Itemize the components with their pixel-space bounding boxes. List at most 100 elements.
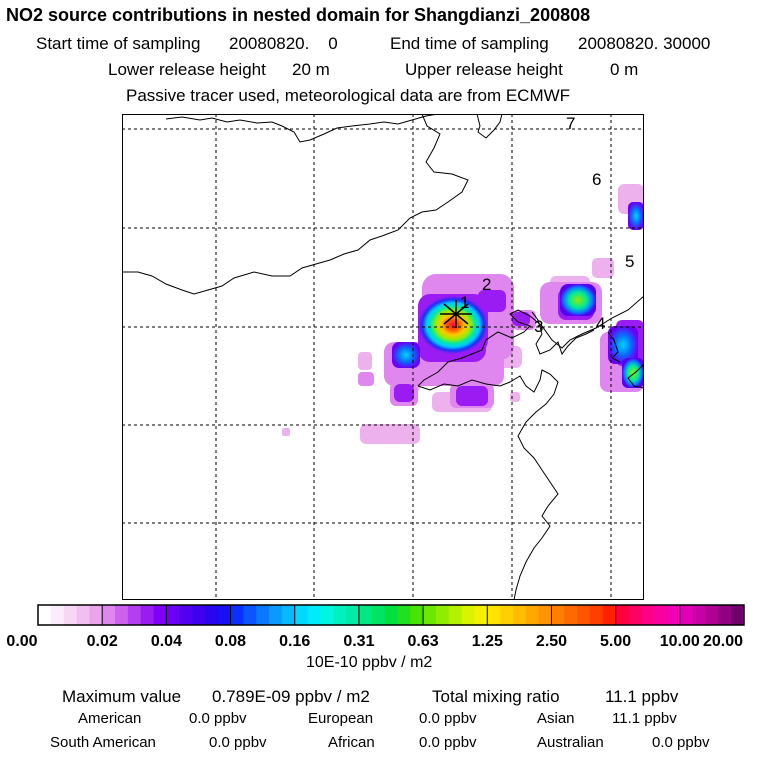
colorbar-cell	[423, 605, 437, 625]
region-label-7: 7	[566, 114, 575, 133]
colorbar-tick-label: 0.02	[87, 633, 118, 650]
lower-height-value: 20 m	[292, 60, 330, 79]
colorbar-ticks: 0.00 0.02 0.04 0.08 0.16 0.31 0.63 1.25 2.50 5.00…	[6, 633, 743, 650]
coastlines	[122, 114, 644, 600]
colorbar-tick-label: 10.00	[660, 633, 700, 650]
colorbar-cell	[63, 605, 77, 625]
colorbar-cell	[294, 605, 308, 625]
colorbar-tick-label: 0.31	[343, 633, 374, 650]
region-label-2: 2	[482, 275, 491, 294]
region-label-6: 6	[592, 170, 601, 189]
faint-patch	[592, 258, 614, 278]
green-hotspot	[622, 358, 644, 388]
colorbar-cell	[243, 605, 257, 625]
faint-patch	[510, 392, 520, 402]
colorbar-cell	[346, 605, 360, 625]
coastline	[476, 114, 503, 139]
region-label-5: 5	[625, 252, 634, 271]
lat-lon-grid	[122, 114, 644, 600]
colorbar-cell	[307, 605, 321, 625]
colorbar-cell	[692, 605, 706, 625]
colorbar-cell	[500, 605, 514, 625]
purple-patch	[456, 386, 488, 406]
colorbar-cell	[192, 605, 206, 625]
purple-patch	[394, 384, 414, 402]
concentration-map: 1 2 3 4 5 6 7	[122, 114, 644, 600]
faint-patch	[360, 424, 420, 444]
region-label-3: 3	[534, 317, 543, 336]
colorbar-cell	[320, 605, 334, 625]
colorbar-frame	[37, 604, 745, 626]
region-name-asian: Asian	[537, 710, 575, 727]
max-value-label: Maximum value	[62, 687, 182, 706]
region-label-4: 4	[596, 314, 605, 333]
colorbar-cell	[50, 605, 65, 625]
colorbar-cell	[461, 605, 475, 625]
blue-hotspot	[392, 342, 420, 368]
region-name-south-american: South American	[50, 734, 156, 751]
colorbar-cell	[333, 605, 347, 625]
coastline	[531, 311, 595, 356]
colorbar-cell	[551, 605, 565, 625]
colorbar-cell	[281, 605, 296, 625]
colorbar-cell	[204, 605, 219, 625]
colorbar-cell	[384, 605, 398, 625]
colorbar-cell	[731, 605, 745, 625]
coastline	[417, 369, 559, 600]
colorbar-cell	[654, 605, 668, 625]
colorbar-cell	[448, 605, 462, 625]
colorbar-cell	[38, 605, 52, 625]
colorbar-cell	[474, 605, 488, 625]
colorbar-cell	[577, 605, 591, 625]
colorbar-cell	[230, 605, 244, 625]
colorbar-cell	[397, 605, 411, 625]
colorbar-cell	[269, 605, 283, 625]
colorbar-tick-label: 0.16	[279, 633, 310, 650]
region-name-american: American	[78, 710, 142, 727]
region-value-european: 0.0 ppbv	[419, 710, 477, 727]
colorbar-cell	[179, 605, 193, 625]
colorbar-cell	[628, 605, 642, 625]
colorbar-tick-label: 0.04	[151, 633, 182, 650]
colorbar-cell	[102, 605, 116, 625]
receptor-star-icon	[440, 300, 472, 328]
colorbar-cell	[153, 605, 167, 625]
region-name-african: African	[328, 734, 375, 751]
coastline	[607, 331, 621, 363]
light-patch	[358, 372, 374, 386]
colorbar-cell	[512, 605, 527, 625]
blue-hotspot	[628, 202, 644, 230]
colorbar-cell	[705, 605, 719, 625]
colorbar-cell	[358, 605, 373, 625]
region-name-european: European	[308, 710, 374, 727]
colorbar-cell	[217, 605, 231, 625]
colorbar-cell	[371, 605, 385, 625]
colorbar-tick-label: 0.00	[6, 633, 37, 650]
coastline	[165, 114, 439, 143]
colorbar-cell	[435, 605, 450, 625]
colorbar-cell	[602, 605, 617, 625]
colorbar-cell	[641, 605, 655, 625]
colorbar-tick-label: 20.00	[703, 633, 743, 650]
colorbar-cell	[410, 605, 424, 625]
colorbar-cells	[37, 604, 745, 626]
colorbar-cell	[140, 605, 154, 625]
colorbar-cell	[538, 605, 552, 625]
coastline	[627, 363, 644, 389]
max-value: 0.789E-09 ppbv / m2	[212, 687, 370, 706]
colorbar-tick-label: 0.63	[408, 633, 439, 650]
colorbar-unit-label: 10E-10 ppbv / m2	[306, 654, 433, 671]
coastline	[417, 295, 644, 387]
colorbar-cell	[76, 605, 90, 625]
start-time-label: Start time of sampling	[36, 34, 201, 53]
colorbar-tick-label: 0.08	[215, 633, 246, 650]
total-mixing-label: Total mixing ratio	[432, 687, 560, 706]
region-value-african: 0.0 ppbv	[419, 734, 477, 751]
region-value-american: 0.0 ppbv	[189, 710, 247, 727]
plot-title: NO2 source contributions in nested domai…	[6, 5, 591, 25]
colorbar-cell	[679, 605, 694, 625]
upper-height-value: 0 m	[610, 60, 639, 79]
total-mixing-value: 11.1 ppbv	[605, 687, 679, 706]
colorbar-cell	[666, 605, 681, 625]
colorbar-cell	[487, 605, 501, 625]
